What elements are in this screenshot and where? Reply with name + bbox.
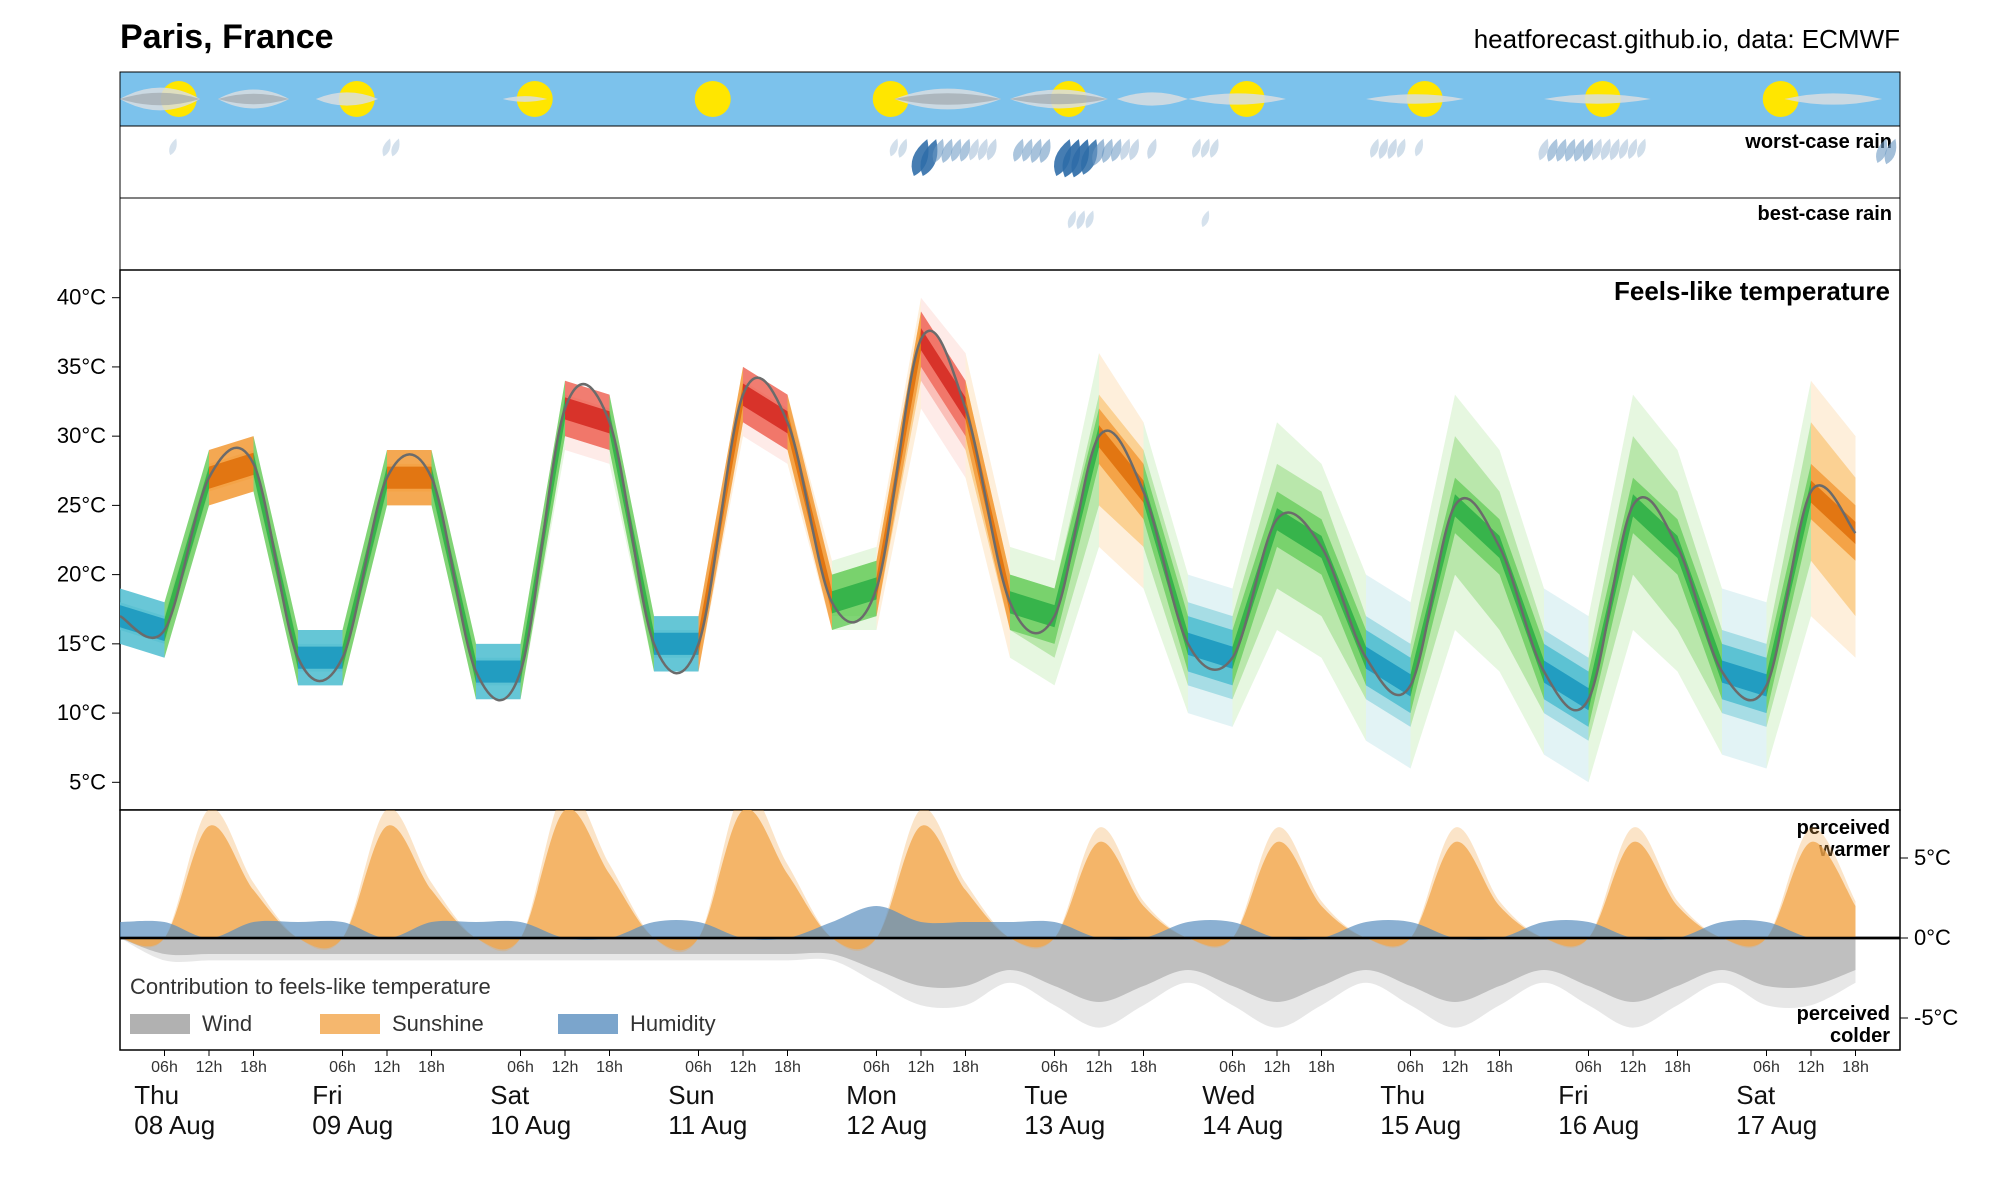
day-of-week-label: Fri [1558, 1080, 1588, 1110]
hour-tick-label: 06h [685, 1059, 712, 1076]
hour-tick-label: 06h [507, 1059, 534, 1076]
contribution-legend-title: Contribution to feels-like temperature [130, 974, 491, 999]
legend-swatch [130, 1014, 190, 1034]
hour-tick-label: 18h [240, 1059, 267, 1076]
worst-case-rain-strip-label: worst-case rain [1744, 131, 1892, 153]
day-of-week-label: Tue [1024, 1080, 1068, 1110]
hour-tick-label: 12h [1798, 1059, 1825, 1076]
hour-tick-label: 06h [1397, 1059, 1424, 1076]
svg-text:colder: colder [1830, 1025, 1890, 1047]
hour-tick-label: 12h [1620, 1059, 1647, 1076]
hour-tick-label: 06h [1575, 1059, 1602, 1076]
hour-tick-label: 06h [151, 1059, 178, 1076]
date-label: 12 Aug [846, 1110, 927, 1140]
hour-tick-label: 12h [196, 1059, 223, 1076]
legend-swatch [320, 1014, 380, 1034]
worst-case-rain-strip [120, 126, 1900, 198]
temp-ytick: 5°C [69, 769, 106, 794]
hour-tick-label: 12h [1264, 1059, 1291, 1076]
hour-tick-label: 18h [1130, 1059, 1157, 1076]
hour-tick-label: 18h [596, 1059, 623, 1076]
legend-label: Wind [202, 1011, 252, 1036]
hour-tick-label: 18h [1664, 1059, 1691, 1076]
date-label: 10 Aug [490, 1110, 571, 1140]
hour-tick-label: 06h [1219, 1059, 1246, 1076]
hour-tick-label: 12h [1086, 1059, 1113, 1076]
best-case-rain-strip [120, 198, 1900, 270]
temp-ytick: 10°C [57, 700, 106, 725]
legend-swatch [558, 1014, 618, 1034]
best-case-rain-strip-label: best-case rain [1757, 203, 1892, 225]
hour-tick-label: 06h [1753, 1059, 1780, 1076]
hour-tick-label: 18h [1842, 1059, 1869, 1076]
day-of-week-label: Thu [1380, 1080, 1425, 1110]
day-of-week-label: Wed [1202, 1080, 1255, 1110]
date-label: 16 Aug [1558, 1110, 1639, 1140]
legend-label: Humidity [630, 1011, 716, 1036]
forecast-figure: Paris, France heatforecast.github.io, dat… [0, 0, 2000, 1200]
temp-ytick: 30°C [57, 423, 106, 448]
temp-ytick: 35°C [57, 354, 106, 379]
day-of-week-label: Sat [490, 1080, 530, 1110]
hour-tick-label: 18h [1308, 1059, 1335, 1076]
date-label: 08 Aug [134, 1110, 215, 1140]
hour-tick-label: 18h [418, 1059, 445, 1076]
hour-tick-label: 12h [730, 1059, 757, 1076]
date-label: 13 Aug [1024, 1110, 1105, 1140]
date-label: 15 Aug [1380, 1110, 1461, 1140]
day-of-week-label: Sun [668, 1080, 714, 1110]
day-of-week-label: Mon [846, 1080, 897, 1110]
day-of-week-label: Sat [1736, 1080, 1776, 1110]
hour-tick-label: 12h [552, 1059, 579, 1076]
hour-tick-label: 06h [863, 1059, 890, 1076]
temperature-panel-title: Feels-like temperature [1614, 276, 1890, 306]
hour-tick-label: 12h [908, 1059, 935, 1076]
date-label: 11 Aug [668, 1110, 747, 1140]
sun-icon [695, 81, 731, 117]
hour-tick-label: 18h [952, 1059, 979, 1076]
hour-tick-label: 18h [774, 1059, 801, 1076]
hour-tick-label: 18h [1486, 1059, 1513, 1076]
temp-ytick: 40°C [57, 285, 106, 310]
hour-tick-label: 06h [329, 1059, 356, 1076]
legend-label: Sunshine [392, 1011, 484, 1036]
attribution: heatforecast.github.io, data: ECMWF [1474, 24, 1900, 54]
contrib-ytick: 5°C [1914, 845, 1951, 870]
date-label: 14 Aug [1202, 1110, 1283, 1140]
temp-ytick: 25°C [57, 492, 106, 517]
hour-tick-label: 06h [1041, 1059, 1068, 1076]
hour-tick-label: 12h [374, 1059, 401, 1076]
location-title: Paris, France [120, 18, 334, 56]
temp-ytick: 15°C [57, 631, 106, 656]
day-of-week-label: Thu [134, 1080, 179, 1110]
date-label: 17 Aug [1736, 1110, 1817, 1140]
hour-tick-label: 12h [1442, 1059, 1469, 1076]
day-of-week-label: Fri [312, 1080, 342, 1110]
contrib-ytick: 0°C [1914, 925, 1951, 950]
perceived-colder-label: perceived [1797, 1003, 1890, 1025]
contrib-ytick: -5°C [1914, 1005, 1958, 1030]
date-label: 09 Aug [312, 1110, 393, 1140]
temp-ytick: 20°C [57, 562, 106, 587]
